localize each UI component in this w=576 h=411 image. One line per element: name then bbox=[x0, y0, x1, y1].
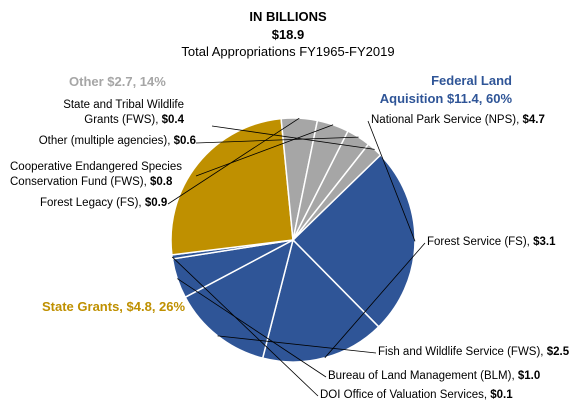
slice-label-cooperative-line-1: Cooperative Endangered Species bbox=[10, 161, 182, 173]
slice-value-nps: $4.7 bbox=[522, 114, 545, 126]
group-label-federal: Federal Land Aquisition $11.4, 60% bbox=[380, 72, 512, 108]
chart-subtitle: Total Appropriations FY1965-FY2019 bbox=[181, 44, 395, 59]
slice-value-fws: $2.5 bbox=[546, 346, 570, 358]
group-label-other: Other $2.7, 14% bbox=[69, 74, 166, 89]
chart-total: $18.9 bbox=[271, 27, 305, 42]
leader-line-8 bbox=[195, 136, 359, 144]
pie-slice-5 bbox=[170, 117, 294, 256]
slice-label-nps: National Park Service (NPS), $4.7 bbox=[371, 114, 545, 126]
group-label-state: State Grants, $4.8, 26% bbox=[42, 299, 186, 314]
leader-line-4 bbox=[171, 256, 319, 397]
leader-line-6 bbox=[167, 117, 300, 205]
slice-label-cooperative-line-2: Conservation Fund (FWS), bbox=[10, 176, 147, 188]
slice-label-state-tribal-line-2: Grants (FWS), bbox=[84, 114, 159, 126]
slice-label-blm: Bureau of Land Management (BLM), $1.0 bbox=[328, 370, 541, 382]
slice-label-other-agencies: Other (multiple agencies), $0.6 bbox=[38, 135, 196, 147]
leader-line-7 bbox=[195, 124, 334, 177]
leader-line-1 bbox=[324, 242, 426, 359]
group-label-federal-line-1: Federal Land bbox=[431, 73, 512, 88]
leader-line-9 bbox=[211, 125, 375, 150]
slice-value-fs: $3.1 bbox=[533, 236, 556, 248]
slice-label-doi: DOI Office of Valuation Services, $0.1 bbox=[320, 389, 513, 401]
group-label-federal-line-2: Aquisition $11.4, 60% bbox=[379, 91, 512, 106]
leader-line-3 bbox=[177, 278, 327, 378]
slice-label-cooperative: Cooperative Endangered Species Conservat… bbox=[10, 160, 182, 190]
slice-value-state-tribal: $0.4 bbox=[161, 114, 184, 126]
slice-label-forest-legacy: Forest Legacy (FS), $0.9 bbox=[40, 197, 168, 209]
chart-title: IN BILLIONS bbox=[249, 9, 327, 24]
leader-line-0 bbox=[367, 120, 416, 242]
slice-label-fws: Fish and Wildlife Service (FWS), $2.5 bbox=[378, 346, 570, 358]
slice-label-fs: Forest Service (FS), $3.1 bbox=[427, 236, 556, 248]
slice-label-state-tribal: State and Tribal Wildlife Grants (FWS), … bbox=[63, 98, 184, 128]
slice-value-blm: $1.0 bbox=[517, 370, 541, 382]
slice-value-other-agencies: $0.6 bbox=[173, 135, 196, 147]
slice-value-doi: $0.1 bbox=[490, 389, 513, 401]
leader-line-2 bbox=[217, 335, 377, 354]
slice-value-forest-legacy: $0.9 bbox=[144, 197, 168, 209]
slice-value-cooperative: $0.8 bbox=[149, 176, 173, 188]
slice-label-state-tribal-line-1: State and Tribal Wildlife bbox=[63, 99, 184, 111]
